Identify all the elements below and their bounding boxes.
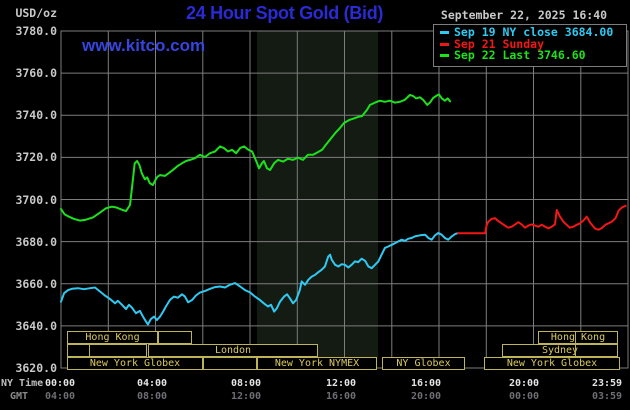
y-tick-label: 3680.0: [15, 235, 57, 249]
ny-time-tick-label: 16:00: [410, 378, 442, 389]
ny-time-tick-label: 12:00: [325, 378, 357, 389]
ny-time-tick-label: 04:00: [136, 378, 168, 389]
session-box-london: London: [148, 344, 318, 357]
session-box-hong-kong: Hong Kong: [67, 331, 158, 344]
sep22-line-swatch-icon: [440, 54, 449, 58]
session-box: [203, 357, 257, 370]
gmt-tick-label: 08:00: [136, 391, 168, 402]
kitco-watermark: www.kitco.com: [82, 36, 206, 55]
session-label: New York Globex: [506, 358, 598, 369]
session-label: NY Globex: [396, 358, 451, 369]
ny-time-tick-label: 23:59: [591, 378, 623, 389]
ny-time-tick-label: 20:00: [508, 378, 540, 389]
session-label: Hong Kong: [550, 332, 606, 343]
x-axis-row-header-ny-time: NY Time: [1, 378, 44, 389]
session-divider: [575, 331, 576, 344]
session-label: New York NYMEX: [274, 358, 360, 369]
sep19-line-swatch-icon: [440, 31, 449, 35]
session-box-new-york-nymex: New York NYMEX: [257, 357, 377, 370]
nymex-session-band: [257, 31, 378, 358]
series-line-sep22: [60, 93, 452, 222]
gmt-tick-label: 04:00: [44, 391, 76, 402]
legend-label-sep19: Sep 19 NY close 3684.00: [454, 25, 614, 40]
ny-time-tick-label: 00:00: [44, 378, 76, 389]
session-box: [67, 344, 147, 357]
y-tick-label: 3740.0: [15, 108, 57, 122]
session-label: New York Globex: [89, 358, 181, 369]
sep21-line-swatch-icon: [440, 42, 449, 46]
legend-item-sep21: Sep 21 Sunday: [434, 36, 626, 51]
ny-time-tick-label: 08:00: [230, 378, 262, 389]
y-tick-label: 3620.0: [15, 361, 57, 375]
y-tick-label: 3700.0: [15, 193, 57, 207]
session-label: London: [214, 345, 252, 356]
y-tick-label: 3780.0: [15, 24, 57, 38]
session-box-new-york-globex: New York Globex: [67, 357, 203, 370]
chart-title: 24 Hour Spot Gold (Bid): [186, 3, 384, 23]
legend-item-sep22: Sep 22 Last 3746.60: [434, 50, 626, 62]
session-box-new-york-globex: New York Globex: [484, 357, 620, 370]
series-line-sep21: [456, 204, 627, 235]
legend-label-sep22: Sep 22 Last 3746.60: [454, 48, 586, 63]
y-axis-unit-label: USD/oz: [15, 6, 57, 20]
session-box-sydney: Sydney: [502, 344, 618, 357]
gmt-tick-label: 03:59: [591, 391, 623, 402]
session-box-hong-kong: Hong Kong: [538, 331, 618, 344]
gmt-tick-label: 00:00: [508, 391, 540, 402]
legend-label-sep21: Sep 21 Sunday: [454, 36, 545, 51]
legend-item-sep19: Sep 19 NY close 3684.00: [434, 27, 626, 39]
session-box-ny-globex: NY Globex: [382, 357, 465, 370]
x-axis-row-header-gmt: GMT: [10, 391, 29, 402]
session-divider: [89, 344, 90, 357]
series-line-sep19: [60, 232, 459, 326]
gmt-tick-label: 12:00: [230, 391, 262, 402]
session-divider: [575, 344, 576, 357]
session-label: Hong Kong: [85, 332, 140, 343]
y-tick-label: 3720.0: [15, 150, 57, 164]
session-label: Sydney: [541, 345, 579, 356]
y-tick-label: 3640.0: [15, 319, 57, 333]
gmt-tick-label: 20:00: [410, 391, 442, 402]
y-tick-label: 3760.0: [15, 66, 57, 80]
legend: Sep 19 NY close 3684.00 Sep 21 Sunday Se…: [433, 24, 627, 67]
session-box: [158, 331, 192, 344]
chart-datetime: September 22, 2025 16:40: [440, 8, 608, 22]
gmt-tick-label: 16:00: [325, 391, 357, 402]
y-tick-label: 3660.0: [15, 277, 57, 291]
